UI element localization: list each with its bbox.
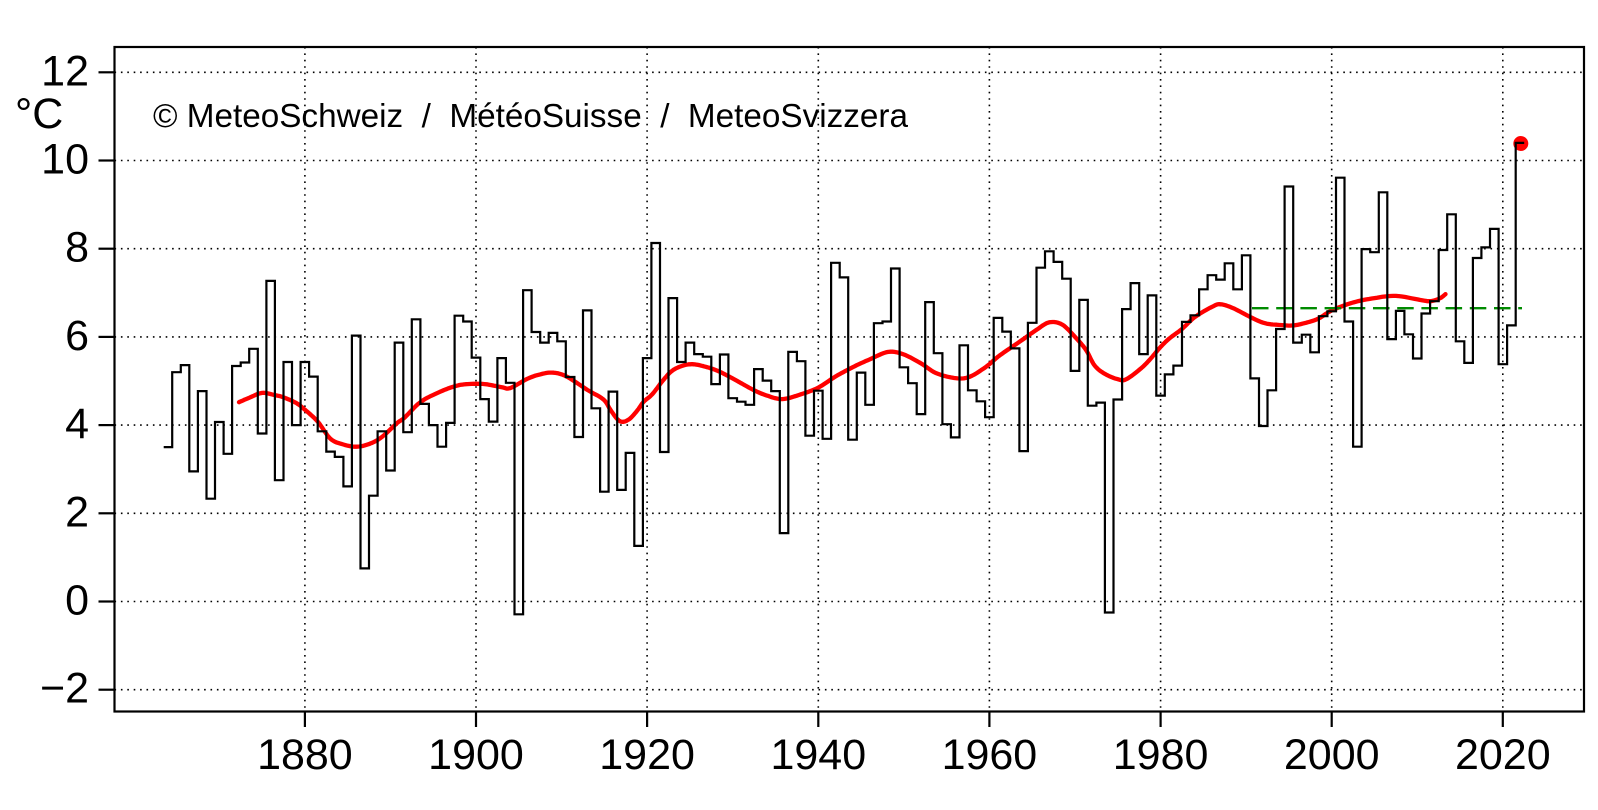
svg-text:© MeteoSchweiz / MétéoSuisse: © MeteoSchweiz / MétéoSuisse / MeteoSviz…	[153, 97, 909, 134]
svg-text:1940: 1940	[770, 731, 866, 779]
svg-text:2020: 2020	[1455, 731, 1551, 779]
svg-text:1960: 1960	[942, 731, 1038, 779]
svg-text:12: 12	[41, 47, 89, 95]
svg-text:−2: −2	[40, 665, 89, 713]
svg-text:2000: 2000	[1284, 731, 1380, 779]
svg-text:1920: 1920	[599, 731, 695, 779]
svg-text:4: 4	[65, 400, 89, 448]
svg-text:2: 2	[65, 488, 89, 536]
svg-text:0: 0	[65, 577, 89, 625]
svg-text:1900: 1900	[428, 731, 524, 779]
svg-text:1880: 1880	[257, 731, 353, 779]
svg-text:1980: 1980	[1113, 731, 1209, 779]
svg-text:°C: °C	[15, 90, 63, 138]
svg-text:8: 8	[65, 224, 89, 272]
svg-text:6: 6	[65, 312, 89, 360]
svg-text:10: 10	[41, 136, 89, 184]
